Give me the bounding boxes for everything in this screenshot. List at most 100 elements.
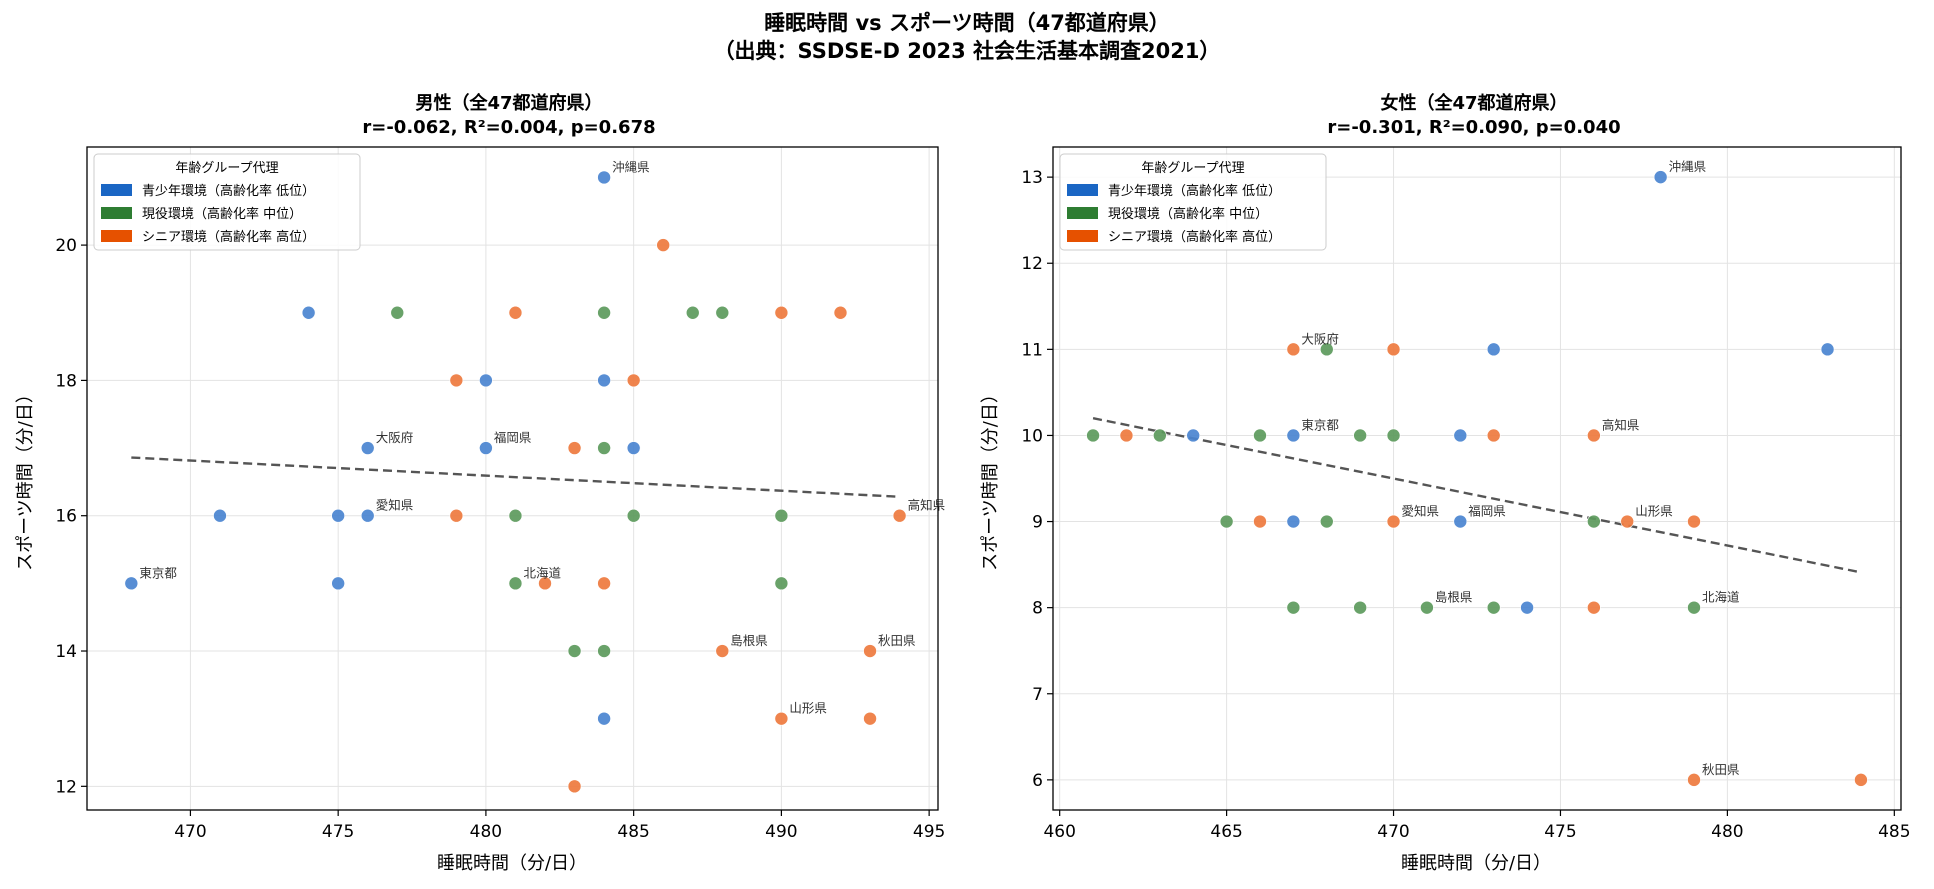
- male-scatter-panel: 男性（全47都道府県） r=-0.062, R²=0.004, p=0.678 …: [15, 92, 945, 874]
- male-point-working: [626, 508, 641, 523]
- male-point-label: 大阪府: [376, 430, 414, 445]
- male-x-axis-label: 睡眠時間（分/日）: [437, 853, 587, 874]
- female-scatter-panel: 女性（全47都道府県） r=-0.301, R²=0.090, p=0.040 …: [980, 92, 1911, 874]
- female-legend-label-youth: 青少年環境（高齢化率 低位）: [1108, 183, 1281, 199]
- female-point-youth: [1286, 514, 1301, 529]
- female-point-label: 大阪府: [1301, 331, 1339, 346]
- female-legend-label-working: 現役環境（高齢化率 中位）: [1108, 206, 1268, 222]
- female-point-youth: [1653, 170, 1668, 184]
- female-legend-label-senior: シニア環境（高齢化率 高位）: [1108, 229, 1281, 245]
- male-plot-frame: [86, 146, 939, 811]
- female-point-youth: [1453, 428, 1468, 443]
- female-y-tick-label: 11: [1021, 340, 1043, 360]
- female-point-working: [1687, 600, 1701, 615]
- female-point-label: 高知県: [1602, 417, 1640, 432]
- male-panel-title: 男性（全47都道府県）: [415, 92, 602, 114]
- female-point-label: 北海道: [1702, 590, 1740, 605]
- male-legend-swatch-senior: [101, 230, 132, 242]
- male-point-label: 愛知県: [376, 498, 414, 513]
- female-y-tick-label: 9: [1032, 513, 1043, 533]
- female-point-working: [1319, 342, 1334, 357]
- male-point-working: [715, 305, 730, 320]
- male-point-youth: [331, 508, 345, 523]
- female-point-senior: [1687, 773, 1701, 787]
- male-point-senior: [449, 373, 464, 388]
- female-x-tick-label: 460: [1043, 822, 1075, 842]
- female-x-tick-label: 480: [1711, 822, 1743, 842]
- male-point-youth: [331, 576, 345, 591]
- female-point-youth: [1486, 342, 1501, 357]
- male-x-tick-label: 480: [470, 822, 502, 842]
- female-point-senior: [1386, 342, 1401, 357]
- male-point-senior: [449, 508, 464, 523]
- male-point-senior: [774, 711, 789, 726]
- female-point-youth: [1820, 342, 1835, 357]
- female-legend-title: 年齢グループ代理: [1141, 161, 1244, 176]
- male-y-axis-label: スポーツ時間（分/日）: [15, 385, 36, 571]
- male-x-tick-label: 475: [322, 822, 354, 842]
- female-y-axis-label: スポーツ時間（分/日）: [980, 385, 1001, 571]
- male-point-working: [774, 508, 789, 523]
- male-point-senior: [508, 305, 523, 320]
- male-trend-line: [131, 456, 900, 498]
- male-legend-title: 年齢グループ代理: [175, 161, 278, 176]
- male-point-working: [774, 576, 789, 591]
- female-point-working: [1219, 514, 1234, 529]
- male-panel-stats: r=-0.062, R²=0.004, p=0.678: [362, 117, 655, 138]
- male-point-youth: [597, 373, 611, 388]
- male-y-tick-label: 20: [55, 236, 77, 256]
- male-point-working: [597, 305, 611, 320]
- male-point-youth: [124, 576, 139, 591]
- male-point-youth: [213, 508, 227, 523]
- male-legend-label-working: 現役環境（高齢化率 中位）: [142, 206, 302, 222]
- male-y-tick-label: 16: [55, 507, 77, 527]
- female-point-youth: [1520, 600, 1534, 615]
- male-legend-swatch-working: [101, 207, 132, 219]
- female-x-axis-label: 睡眠時間（分/日）: [1401, 853, 1551, 874]
- female-point-youth: [1453, 514, 1468, 529]
- male-point-working: [597, 644, 611, 658]
- male-y-tick-label: 14: [55, 642, 77, 662]
- male-x-tick-label: 490: [765, 822, 797, 842]
- female-trend-line: [1092, 417, 1862, 574]
- male-legend-swatch-youth: [101, 184, 132, 196]
- male-point-label: 秋田県: [878, 633, 916, 648]
- female-point-working: [1319, 514, 1334, 529]
- male-y-tick-label: 12: [55, 777, 77, 797]
- female-point-label: 秋田県: [1702, 762, 1740, 777]
- female-point-senior: [1620, 514, 1635, 529]
- female-y-tick-label: 13: [1021, 168, 1043, 188]
- male-point-working: [685, 305, 700, 320]
- male-point-label: 福岡県: [494, 430, 532, 445]
- male-point-senior: [567, 441, 582, 455]
- female-x-tick-label: 470: [1377, 822, 1409, 842]
- male-point-working: [508, 576, 523, 591]
- female-legend-swatch-senior: [1067, 230, 1098, 242]
- male-point-senior: [774, 305, 789, 320]
- female-point-senior: [1119, 428, 1134, 443]
- male-point-working: [567, 644, 582, 658]
- male-legend-label-youth: 青少年環境（高齢化率 低位）: [142, 183, 315, 199]
- female-x-tick-label: 475: [1544, 822, 1576, 842]
- male-point-senior: [833, 305, 848, 320]
- male-point-youth: [597, 711, 611, 726]
- male-point-youth: [597, 170, 611, 185]
- female-x-tick-label: 485: [1878, 822, 1910, 842]
- female-point-senior: [1286, 342, 1301, 357]
- male-point-working: [390, 305, 405, 320]
- male-point-youth: [626, 441, 641, 455]
- female-panel-stats: r=-0.301, R²=0.090, p=0.040: [1327, 117, 1620, 138]
- male-point-senior: [656, 238, 670, 252]
- female-point-working: [1086, 428, 1100, 443]
- female-point-working: [1587, 514, 1601, 529]
- female-point-working: [1353, 600, 1367, 615]
- male-point-youth: [301, 305, 316, 320]
- female-point-senior: [1386, 514, 1401, 529]
- male-point-label: 高知県: [908, 498, 946, 513]
- female-point-senior: [1253, 514, 1267, 529]
- female-x-tick-label: 465: [1210, 822, 1242, 842]
- female-point-label: 山形県: [1635, 504, 1673, 519]
- female-y-tick-label: 7: [1032, 685, 1043, 705]
- male-y-tick-label: 18: [55, 371, 77, 391]
- female-point-working: [1286, 600, 1301, 615]
